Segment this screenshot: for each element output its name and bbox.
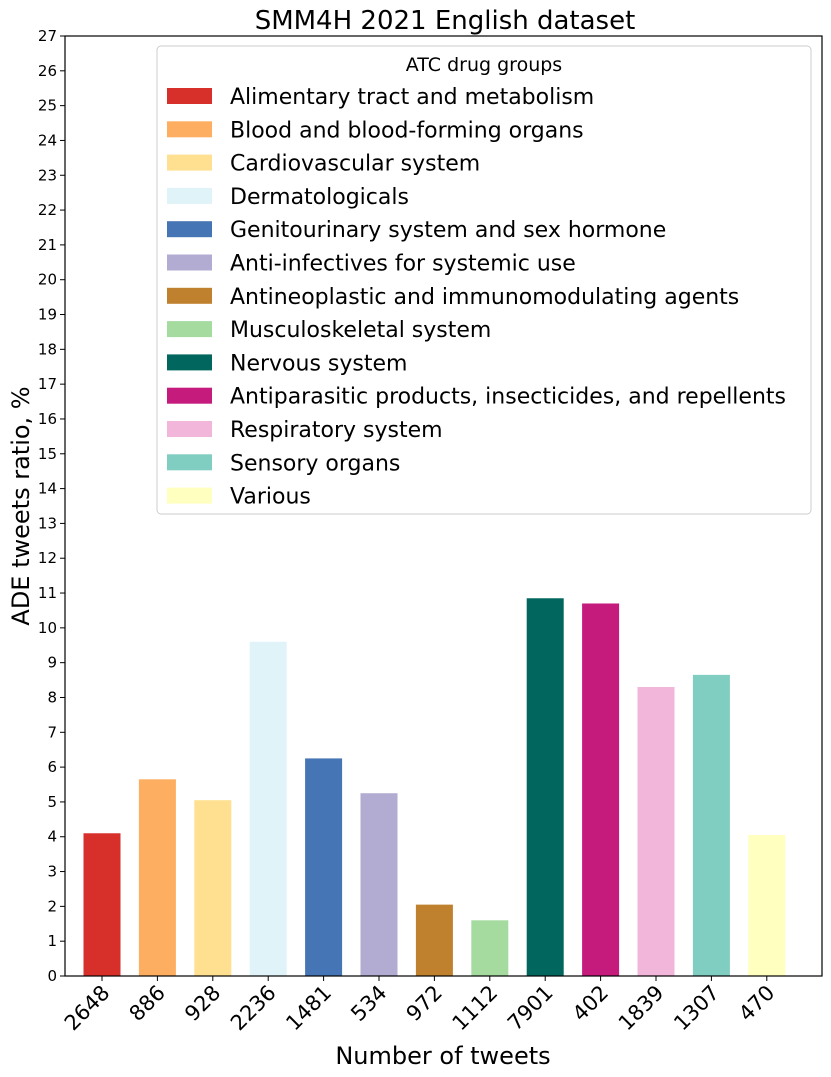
y-tick-label: 5 [47,793,57,811]
x-tick-label: 402 [568,981,613,1026]
y-tick-label: 17 [38,375,57,393]
x-tick-label: 928 [180,981,225,1026]
legend-swatch [167,321,212,338]
y-tick-label: 2 [47,897,57,915]
legend-swatch [167,387,212,404]
y-axis-label: ADE tweets ratio, % [7,386,35,625]
legend-label: Dermatologicals [230,185,409,210]
legend-label: Alimentary tract and metabolism [230,85,594,110]
legend-label: Sensory organs [230,451,400,476]
y-tick-label: 14 [38,480,57,498]
bar [582,603,620,976]
legend-label: Respiratory system [230,418,443,443]
legend-swatch [167,354,212,371]
y-tick-label: 3 [47,863,57,881]
x-tick-label: 1481 [281,981,336,1036]
y-tick-label: 0 [47,967,57,985]
legend-swatch [167,154,212,171]
legend-swatch [167,454,212,471]
legend-box [156,45,812,515]
bar [415,904,453,976]
x-tick-label: 7901 [503,981,558,1036]
x-tick-label: 1307 [669,981,724,1036]
legend-label: Blood and blood-forming organs [230,118,584,143]
y-tick-label: 26 [38,62,57,80]
y-tick-label: 10 [38,619,57,637]
y-tick-label: 6 [47,758,57,776]
legend-swatch [167,187,212,204]
y-tick-label: 24 [38,131,57,149]
legend-label: Genitourinary system and sex hormone [230,218,666,243]
bar [305,758,343,976]
y-tick-label: 19 [38,306,57,324]
y-tick-label: 9 [47,654,57,672]
x-tick-label: 2236 [226,981,281,1036]
legend-swatch [167,221,212,238]
y-tick-label: 25 [38,97,57,115]
x-axis-label: Number of tweets [335,1042,550,1070]
bar [748,835,786,976]
y-tick-label: 18 [38,340,57,358]
bar [471,920,509,976]
legend-label: Anti-infectives for systemic use [230,252,576,277]
bar [637,687,675,976]
x-tick-label: 2648 [60,981,115,1036]
bar [138,779,176,976]
y-tick-label: 7 [47,723,57,741]
x-tick-label: 972 [402,981,447,1026]
y-tick-label: 20 [38,271,57,289]
legend-swatch [167,487,212,504]
legend-swatch [167,254,212,271]
y-tick-label: 16 [38,410,57,428]
legend-label: Antiparasitic products, insecticides, an… [230,385,786,410]
legend: ATC drug groups Alimentary tract and met… [156,45,812,515]
x-ticks-group: 2648 886 928 2236 1481 534 972 1112 7901 402 1839 1… [60,976,779,1036]
y-tick-label: 15 [38,445,57,463]
legend-label: Cardiovascular system [230,152,480,177]
x-tick-label: 886 [125,981,170,1026]
y-tick-label: 12 [38,549,57,567]
legend-label: Various [230,485,311,510]
y-tick-label: 21 [38,236,57,254]
legend-entries: Alimentary tract and metabolism Blood and… [167,85,786,510]
bar [194,800,232,976]
y-tick-label: 1 [47,932,57,950]
x-tick-label: 534 [346,981,391,1026]
legend-swatch [167,121,212,138]
bar [83,833,121,976]
y-tick-label: 22 [38,201,57,219]
legend-swatch [167,421,212,437]
bar [249,641,287,976]
y-tick-label: 13 [38,514,57,532]
legend-label: Musculoskeletal system [230,318,491,343]
legend-swatch [167,88,212,104]
y-tick-label: 27 [38,27,57,45]
bar [526,598,564,976]
plot-frame [64,35,823,977]
bar [360,793,398,976]
bars-group [83,598,786,976]
x-tick-label: 1112 [448,981,503,1036]
y-tick-label: 11 [38,584,57,602]
chart-title: SMM4H 2021 English dataset [255,6,636,36]
legend-label: Antineoplastic and immunomodulating agen… [230,285,739,310]
y-tick-label: 8 [47,688,57,706]
x-tick-label: 470 [734,981,779,1026]
legend-title: ATC drug groups [406,54,562,76]
y-tick-label: 4 [47,828,57,846]
x-tick-label: 1839 [614,981,669,1036]
legend-label: Nervous system [230,351,407,376]
bar [692,674,730,976]
legend-swatch [167,287,212,304]
y-tick-label: 23 [38,166,57,184]
y-ticks-group: 0123456789101112131415161718192021222324… [38,27,65,985]
